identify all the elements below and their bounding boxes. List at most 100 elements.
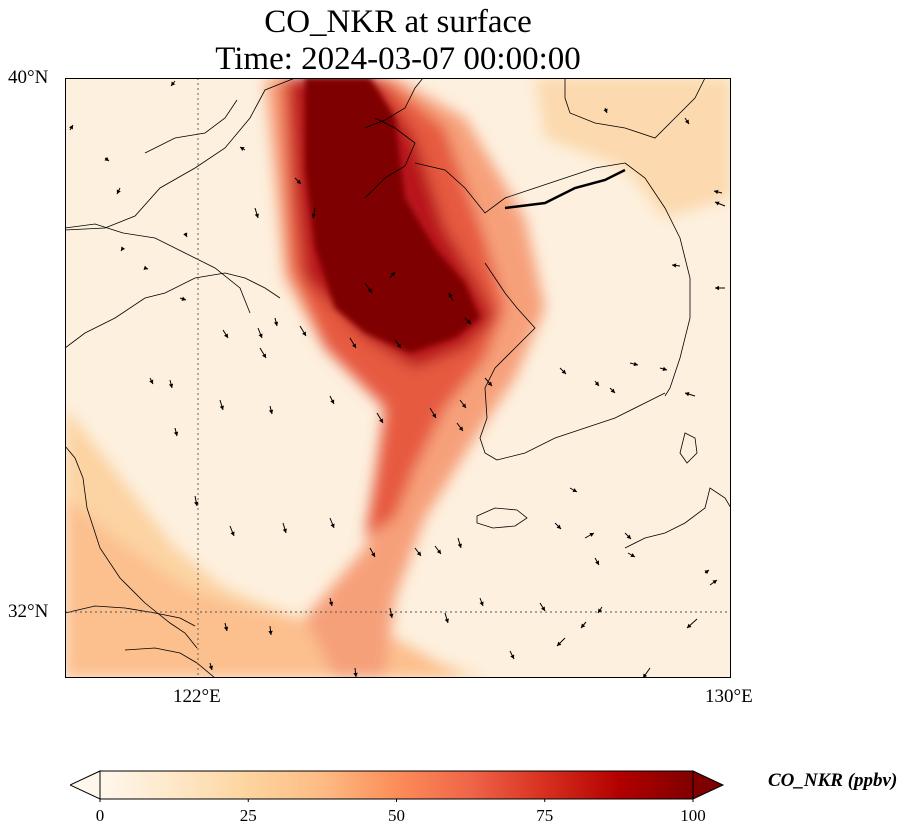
wind-arrow-head (143, 265, 148, 270)
wind-arrow (311, 207, 316, 219)
wind-arrow-head (557, 641, 562, 646)
wind-arrow (369, 547, 376, 558)
wind-arrow (69, 124, 74, 131)
wind-arrow-head (389, 613, 394, 618)
wind-arrow-head (633, 361, 638, 367)
wind-arrow-head (436, 549, 441, 554)
wind-arrow-head (416, 551, 421, 556)
wind-arrow-head (262, 353, 266, 358)
wind-arrow (120, 246, 126, 252)
wind-arrow-head (230, 531, 235, 536)
wind-arrow-head (224, 333, 228, 338)
coastline-kyushu (624, 487, 731, 549)
wind-arrow-head (598, 608, 603, 613)
wind-arrow-head (715, 201, 720, 206)
wind-arrow-head (273, 321, 279, 326)
wind-arrow-head (687, 623, 692, 628)
wind-arrow (299, 325, 307, 337)
wind-arrow-head (69, 125, 73, 130)
wind-arrow (268, 405, 274, 415)
map-title: CO_NKR at surface (264, 4, 532, 40)
wind-arrow (713, 189, 723, 195)
wind-arrow (479, 597, 484, 607)
wind-arrow-head (672, 263, 677, 268)
wind-arrow (223, 622, 229, 632)
wind-arrow (328, 597, 334, 607)
colorbar-tick-label-100: 100 (680, 806, 706, 825)
wind-arrow-head (589, 533, 594, 537)
wind-arrow (254, 207, 259, 219)
wind-arrow (509, 650, 515, 660)
wind-arrow-head (223, 626, 229, 631)
wind-arrow-head (684, 119, 689, 124)
wind-arrow-head (444, 618, 449, 623)
wind-arrow (173, 427, 179, 437)
wind-arrow (149, 377, 154, 385)
wind-arrow (170, 80, 176, 87)
wind-arrow (556, 637, 566, 647)
wind-arrow-head (704, 570, 709, 575)
wind-arrow (414, 547, 422, 557)
wind-arrow-head (168, 383, 174, 388)
wind-arrow (671, 263, 681, 268)
wind-arrow-head (116, 189, 121, 194)
wind-arrow-head (194, 501, 199, 506)
wind-arrow (627, 552, 636, 558)
colorbar-tick-label-25: 25 (239, 806, 257, 825)
wind-arrow-head (254, 213, 259, 218)
coastline-liaodong-bohai (65, 78, 296, 231)
coastline-zhejiang (124, 647, 216, 678)
wind-arrow-head (183, 232, 188, 237)
wind-arrow (444, 612, 449, 624)
wind-arrow (539, 602, 546, 612)
wind-arrow-head (268, 409, 274, 414)
wind-arrow (609, 387, 616, 394)
colorbar (70, 770, 725, 802)
wind-arrow-head (240, 147, 245, 151)
wind-arrow-head (715, 285, 719, 291)
wind-arrow (594, 557, 600, 566)
wind-arrow-head (510, 654, 515, 659)
colorbar-extend-min (70, 770, 101, 800)
wind-arrow-head (714, 189, 719, 195)
wind-arrow-head (466, 319, 471, 324)
wind-arrow (624, 532, 632, 540)
wind-arrow-head (541, 606, 545, 611)
wind-arrow-head (282, 528, 287, 533)
wind-arrow-head (594, 381, 599, 386)
wind-vectors (69, 80, 726, 678)
coastline-liaodong-east (364, 78, 424, 129)
wind-arrow (222, 329, 229, 339)
wind-arrow (715, 285, 725, 291)
wind-arrow (464, 317, 472, 325)
coastline-shandong-north (65, 223, 251, 314)
wind-arrow-head (311, 213, 316, 218)
wind-arrow-head (390, 272, 395, 277)
wind-arrow (642, 667, 651, 678)
wind-arrow-head (371, 552, 375, 557)
wind-arrow-head (219, 405, 224, 410)
wind-arrow (434, 545, 442, 555)
wind-arrow-head (330, 523, 335, 528)
wind-arrow-head (626, 534, 631, 539)
wind-arrow-head (685, 392, 690, 397)
wind-arrow-head (432, 413, 436, 418)
wind-arrow (194, 495, 199, 507)
wind-arrow (709, 579, 718, 586)
lon-tick-label-122: 122°E (173, 686, 221, 707)
wind-arrow-head (448, 293, 453, 298)
wind-arrow-head (643, 673, 648, 678)
wind-arrow-head (396, 343, 401, 348)
wind-arrow (584, 532, 595, 539)
wind-arrow-head (208, 665, 214, 670)
wind-arrow-head (149, 379, 154, 384)
wind-arrow (208, 662, 214, 671)
wind-arrow-head (487, 381, 492, 386)
wind-arrow (353, 667, 358, 678)
wind-arrow (219, 399, 224, 411)
colorbar-label: CO_NKR (ppbv) (768, 770, 898, 791)
wind-arrow-head (328, 601, 334, 606)
coastline-tsushima (679, 432, 698, 464)
wind-arrow (484, 377, 493, 387)
wind-arrow (684, 117, 690, 125)
